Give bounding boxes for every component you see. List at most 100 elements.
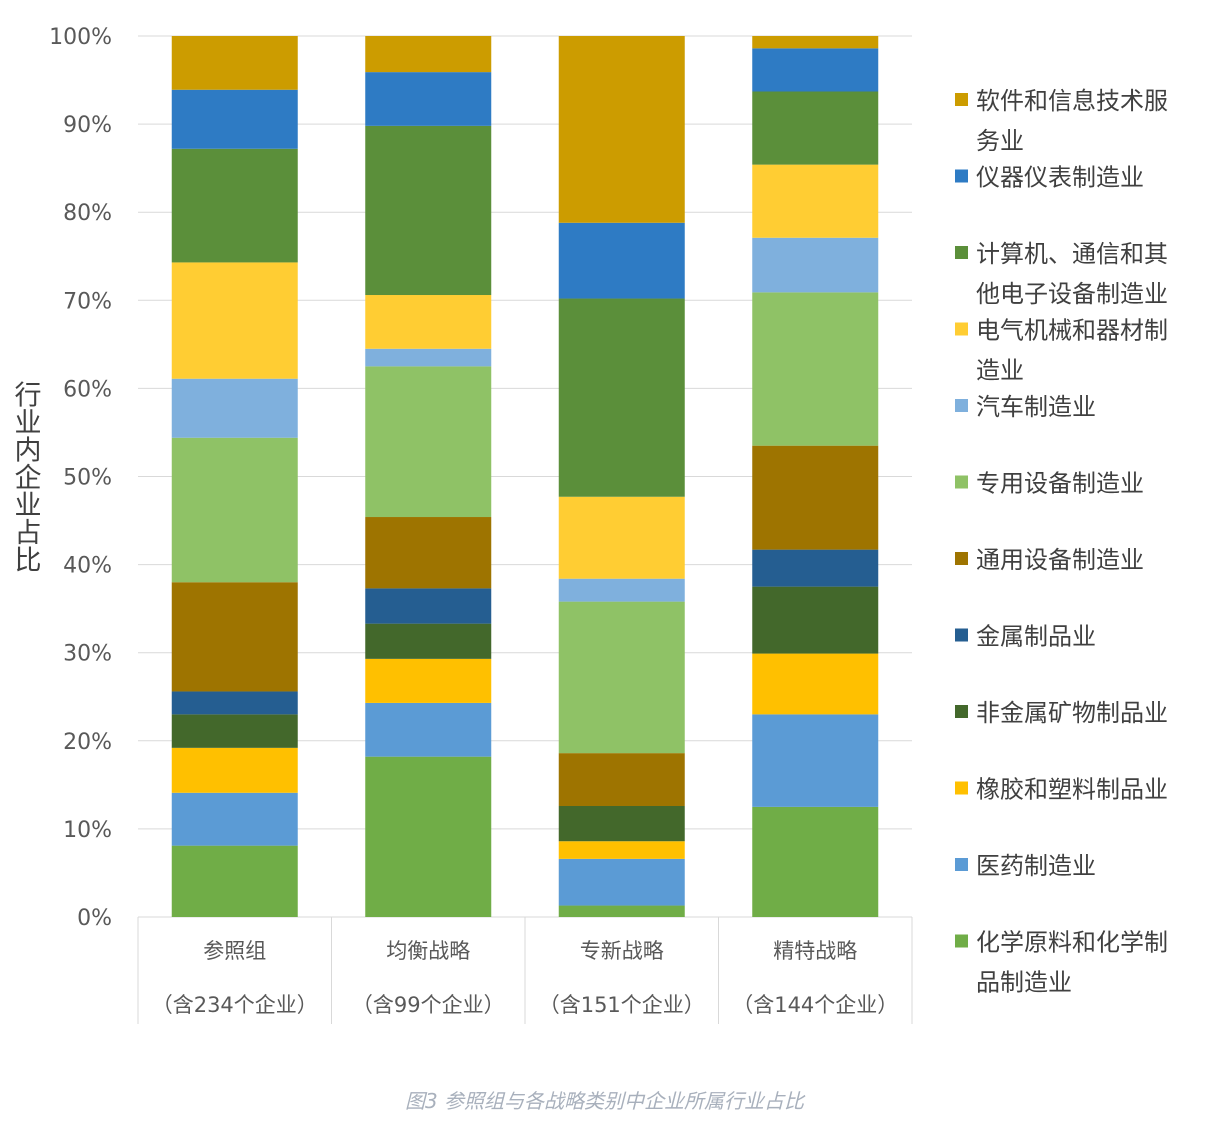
bar-segment bbox=[752, 653, 879, 715]
bar-segment bbox=[558, 298, 685, 497]
legend-label: 软件和信息技术服 bbox=[976, 87, 1168, 115]
y-tick-label: 20% bbox=[63, 730, 112, 755]
bar-segment bbox=[365, 36, 492, 73]
axes: 0% 10% 20% 30% 40% 50% 60% 70% 80% 90% 100% 参照组 （含23… bbox=[49, 25, 913, 1024]
bar-segment bbox=[171, 792, 298, 846]
y-tick-label: 90% bbox=[63, 113, 112, 138]
legend-label: 专用设备制造业 bbox=[976, 470, 1144, 498]
legend-label: 仪器仪表制造业 bbox=[976, 164, 1144, 192]
bar-segment bbox=[365, 72, 492, 126]
bar-segment bbox=[171, 36, 298, 90]
legend-label: 橡胶和塑料制品业 bbox=[976, 776, 1168, 804]
bar-segment bbox=[558, 578, 685, 602]
bar-segment bbox=[752, 237, 879, 293]
legend-label: 他电子设备制造业 bbox=[976, 280, 1168, 308]
legend-swatch bbox=[955, 552, 968, 565]
bar-segment bbox=[171, 89, 298, 149]
legend-label: 金属制品业 bbox=[976, 623, 1096, 651]
bar-segment bbox=[752, 714, 879, 807]
legend-label: 计算机、通信和其 bbox=[976, 240, 1168, 268]
y-tick-label: 10% bbox=[63, 818, 112, 843]
y-tick-label: 30% bbox=[63, 642, 112, 667]
legend-label: 务业 bbox=[976, 127, 1024, 155]
bars bbox=[171, 36, 879, 917]
legend-swatch bbox=[955, 399, 968, 412]
bar-segment bbox=[558, 858, 685, 906]
bar-segment bbox=[171, 747, 298, 793]
x-tick-label: 专新战略 bbox=[580, 939, 664, 963]
bar-segment bbox=[171, 845, 298, 917]
y-tick-label: 60% bbox=[63, 377, 112, 402]
bar-segment bbox=[171, 378, 298, 438]
bar-segment bbox=[171, 691, 298, 715]
legend-swatch bbox=[955, 781, 968, 795]
bar-segment bbox=[365, 588, 492, 624]
x-tick-label: 精特战略 bbox=[773, 939, 857, 963]
x-tick-sublabel: （含234个企业） bbox=[152, 993, 318, 1017]
bar-segment bbox=[365, 125, 492, 296]
legend-label: 电气机械和器材制 bbox=[976, 317, 1168, 345]
legend-label: 造业 bbox=[976, 357, 1024, 385]
bar-segment bbox=[752, 806, 879, 917]
legend-label: 通用设备制造业 bbox=[976, 546, 1144, 574]
bar-segment bbox=[365, 623, 492, 659]
x-tick-sublabel: （含99个企业） bbox=[352, 993, 505, 1017]
legend-swatch bbox=[955, 475, 968, 489]
bar-segment bbox=[171, 262, 298, 379]
legend-swatch bbox=[955, 322, 968, 336]
bar-segment bbox=[558, 805, 685, 842]
legend-label: 化学原料和化学制 bbox=[976, 929, 1168, 957]
bar-segment bbox=[558, 841, 685, 859]
bar-segment bbox=[558, 222, 685, 299]
x-tick-label: 均衡战略 bbox=[386, 939, 470, 963]
figure-caption: 图3 参照组与各战略类别中企业所属行业占比 bbox=[404, 1089, 805, 1113]
bar-segment bbox=[752, 91, 879, 165]
y-tick-label: 80% bbox=[63, 201, 112, 226]
bar-segment bbox=[558, 36, 685, 223]
y-tick-label: 100% bbox=[49, 25, 112, 50]
y-axis-title: 行业内企业占比 bbox=[15, 381, 42, 577]
y-tick-label: 70% bbox=[63, 289, 112, 314]
y-tick-label: 40% bbox=[63, 554, 112, 579]
bar-segment bbox=[365, 658, 492, 703]
legend-swatch bbox=[955, 628, 968, 642]
legend-label: 汽车制造业 bbox=[976, 393, 1096, 421]
legend-swatch bbox=[955, 169, 968, 183]
legend-label: 医药制造业 bbox=[976, 852, 1096, 880]
legend-swatch bbox=[955, 246, 968, 259]
legend-swatch bbox=[955, 93, 968, 106]
bar-segment bbox=[171, 148, 298, 263]
y-tick-label: 0% bbox=[77, 906, 112, 931]
bar-segment bbox=[752, 292, 879, 446]
legend-label: 品制造业 bbox=[976, 969, 1072, 997]
bar-segment bbox=[752, 164, 879, 238]
x-tick-sublabel: （含144个企业） bbox=[732, 993, 898, 1017]
bar-segment bbox=[171, 437, 298, 583]
bar-segment bbox=[558, 496, 685, 579]
x-tick-sublabel: （含151个企业） bbox=[539, 993, 705, 1017]
bar-segment bbox=[752, 48, 879, 92]
bar-segment bbox=[558, 905, 685, 917]
bar-segment bbox=[365, 702, 492, 757]
bar-segment bbox=[365, 756, 492, 917]
bar-segment bbox=[752, 445, 879, 550]
bar-segment bbox=[171, 582, 298, 692]
x-tick-label: 参照组 bbox=[203, 939, 266, 963]
bar-segment bbox=[365, 295, 492, 349]
bar-segment bbox=[365, 348, 492, 367]
legend-label: 非金属矿物制品业 bbox=[976, 699, 1168, 727]
bar-segment bbox=[171, 714, 298, 748]
legend: 软件和信息技术服务业仪器仪表制造业计算机、通信和其他电子设备制造业电气机械和器材… bbox=[955, 87, 1168, 997]
bar-segment bbox=[752, 36, 879, 49]
bar-segment bbox=[365, 517, 492, 589]
bar-segment bbox=[752, 586, 879, 654]
bar-segment bbox=[752, 549, 879, 587]
bar-segment bbox=[365, 366, 492, 518]
y-tick-label: 50% bbox=[63, 466, 112, 491]
legend-swatch bbox=[955, 705, 968, 718]
legend-swatch bbox=[955, 858, 968, 871]
legend-swatch bbox=[955, 934, 968, 948]
bar-segment bbox=[558, 753, 685, 806]
bar-segment bbox=[558, 601, 685, 754]
